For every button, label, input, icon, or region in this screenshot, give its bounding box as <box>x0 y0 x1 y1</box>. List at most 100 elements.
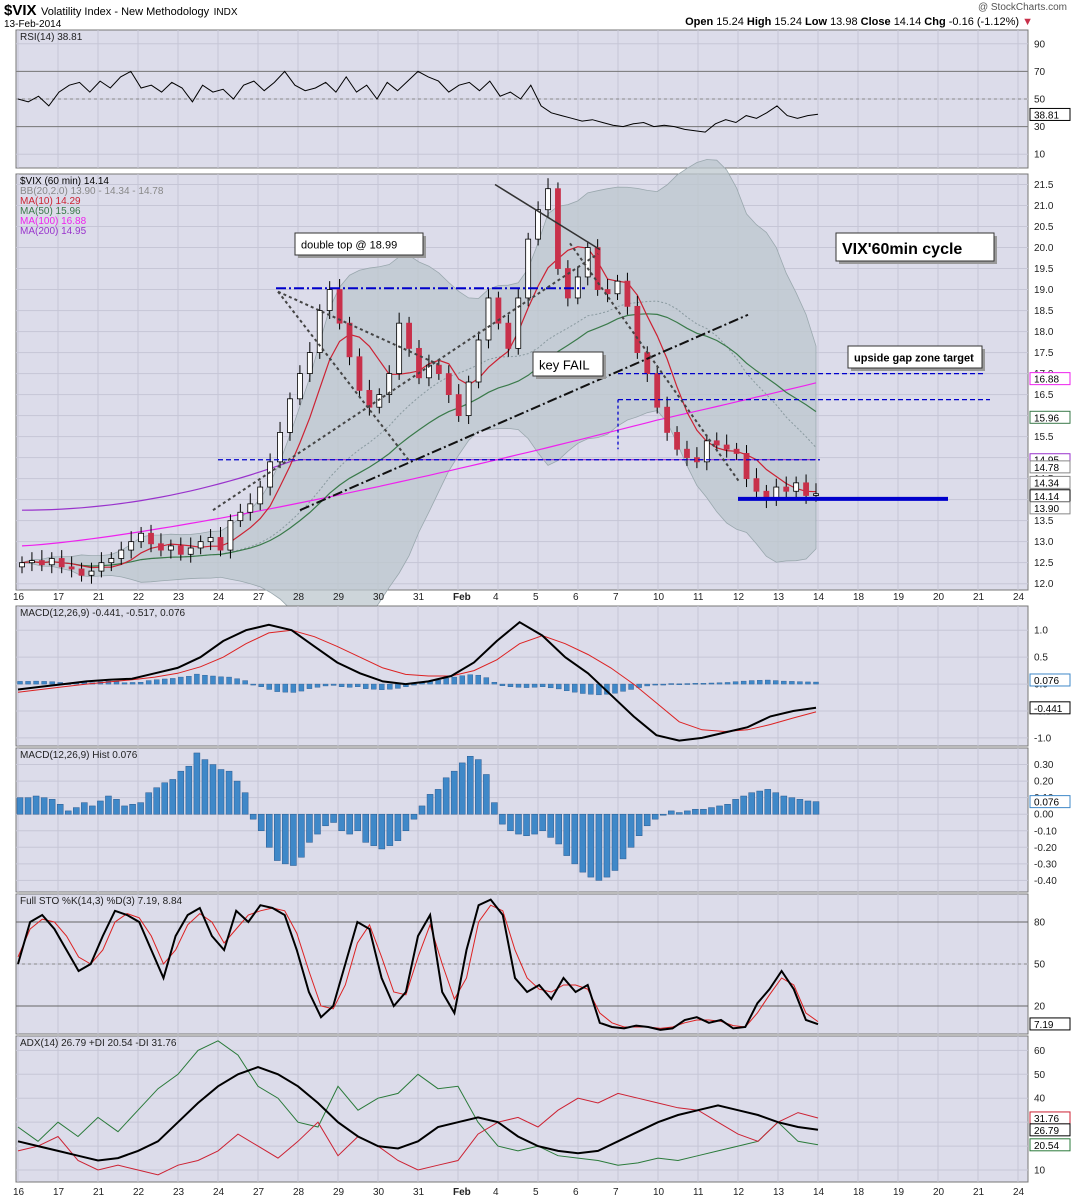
macd-signal-line <box>17 629 817 733</box>
candle-body <box>793 482 800 492</box>
x-axis-label: 12 <box>733 592 745 603</box>
macd-hist-value-tag: 0.076 <box>1029 795 1071 809</box>
macd-hist-bar <box>773 680 779 685</box>
macd-hist-bar <box>16 797 24 815</box>
page-header: $VIX Volatility Index - New Methodology … <box>4 2 1071 32</box>
macd-hist-bar <box>233 780 241 815</box>
macd-hist-bar <box>258 683 264 687</box>
macd-hist-bar <box>322 683 329 687</box>
macd-hist-bar <box>588 683 594 695</box>
candle-body <box>465 381 472 417</box>
plus-di-line <box>17 1040 819 1166</box>
macd-hist-bar <box>145 792 152 815</box>
sto-d-line <box>17 904 819 1029</box>
macd-hist-bar <box>153 787 160 815</box>
candle-body <box>684 448 690 459</box>
macd-hist-bar <box>772 792 780 815</box>
macd-hist-bar <box>169 779 177 815</box>
macd-hist-bar <box>193 752 201 815</box>
value-tag <box>1029 1017 1071 1031</box>
candle-body <box>306 352 313 374</box>
macd-hist-bar <box>620 683 626 692</box>
macd-hist-bar <box>242 680 248 685</box>
macd-hist-bar <box>499 683 506 686</box>
y-tick-label: 17.5 <box>1034 348 1054 359</box>
annotation-text: upside gap zone target <box>854 353 974 365</box>
candle-body <box>98 562 105 572</box>
candle-body <box>505 322 512 349</box>
price-value-tag: 15.96 <box>1029 410 1071 424</box>
macd-hist-bar <box>81 802 88 815</box>
candle-body <box>38 560 45 566</box>
candle-body <box>614 280 621 295</box>
close-value: 14.14 <box>893 16 922 28</box>
candle-body <box>227 520 234 551</box>
macd-hist-bar <box>684 810 691 815</box>
x-axis-label: 28 <box>293 592 305 603</box>
candle-body <box>674 432 680 450</box>
x-axis-label: 12 <box>733 1187 745 1198</box>
macd-hist-bar <box>442 777 450 815</box>
macd-hist-bar <box>226 676 232 685</box>
candle-body <box>316 310 323 353</box>
value-tag <box>1029 673 1071 687</box>
macd-hist-bar <box>129 804 136 815</box>
x-axis-label: 24 <box>1013 1187 1025 1198</box>
macd-hist-bar <box>724 682 731 685</box>
macd-hist-bar <box>330 813 337 823</box>
adx-panel <box>15 1035 1029 1183</box>
macd-hist-bar <box>716 805 723 815</box>
macd-hist-bar <box>732 799 739 815</box>
candle-body <box>177 545 184 555</box>
macd-hist-bar <box>162 678 168 685</box>
y-tick-label: 80 <box>1034 918 1046 929</box>
candle-body <box>396 322 403 374</box>
macd-hist-bar <box>450 770 458 815</box>
x-axis-label: 6 <box>573 592 579 603</box>
macd-hist-bar <box>603 813 611 878</box>
macd-hist-bar <box>740 795 747 815</box>
x-axis-label: 17 <box>53 592 65 603</box>
macd-hist-bar <box>330 683 337 686</box>
macd-hist-bar <box>410 813 418 820</box>
x-axis-label: 20 <box>933 592 945 603</box>
macd-hist-bar <box>467 674 473 685</box>
macd-hist-bar <box>105 795 112 815</box>
ohlc-readout: Open 15.24 High 15.24 Low 13.98 Close 14… <box>685 16 1033 28</box>
macd-hist-bar <box>17 681 23 685</box>
y-tick-label: 50 <box>1034 960 1046 971</box>
y-tick-label: 19.0 <box>1034 285 1054 296</box>
y-tick-label: 10 <box>1034 150 1046 161</box>
value-tag <box>1029 1123 1071 1137</box>
y-tick-label: -1.0 <box>1034 733 1052 744</box>
y-tick-label: 12.5 <box>1034 558 1054 569</box>
cycle-title-annotation: VIX'60min cycle <box>835 232 997 264</box>
macd-hist-bar <box>619 813 627 860</box>
annotation-text: VIX'60min cycle <box>842 241 962 258</box>
value-tag-text: 20.54 <box>1034 1141 1059 1152</box>
stochastic-last-value: 7.19 <box>1029 1017 1071 1031</box>
candle-body <box>485 297 492 341</box>
candle-body <box>29 560 35 564</box>
candle-body <box>723 444 730 450</box>
x-axis-label: 18 <box>853 1187 865 1198</box>
macd-hist-bar <box>234 678 240 685</box>
candle-body <box>267 461 274 488</box>
y-tick-label: -0.30 <box>1034 859 1057 870</box>
resistance-line <box>494 183 601 251</box>
adx-minus-di-value: 31.76 <box>1029 1111 1071 1125</box>
macd-hist-bar <box>459 675 465 685</box>
macd-hist-bar <box>531 683 538 688</box>
candle-body <box>634 305 641 353</box>
macd-hist-bar <box>306 813 313 843</box>
annotation-box <box>532 351 604 377</box>
macd-hist-bar <box>338 683 345 687</box>
uptrend-channel-line <box>299 313 749 512</box>
macd-hist-bar <box>290 683 297 693</box>
candle-body <box>416 347 422 379</box>
y-tick-label: 20.5 <box>1034 222 1054 233</box>
value-tag-text: 14.78 <box>1034 463 1059 474</box>
macd-hist-bar <box>354 813 361 832</box>
y-tick-label: 13.0 <box>1034 537 1054 548</box>
open-value: 15.24 <box>716 16 744 28</box>
